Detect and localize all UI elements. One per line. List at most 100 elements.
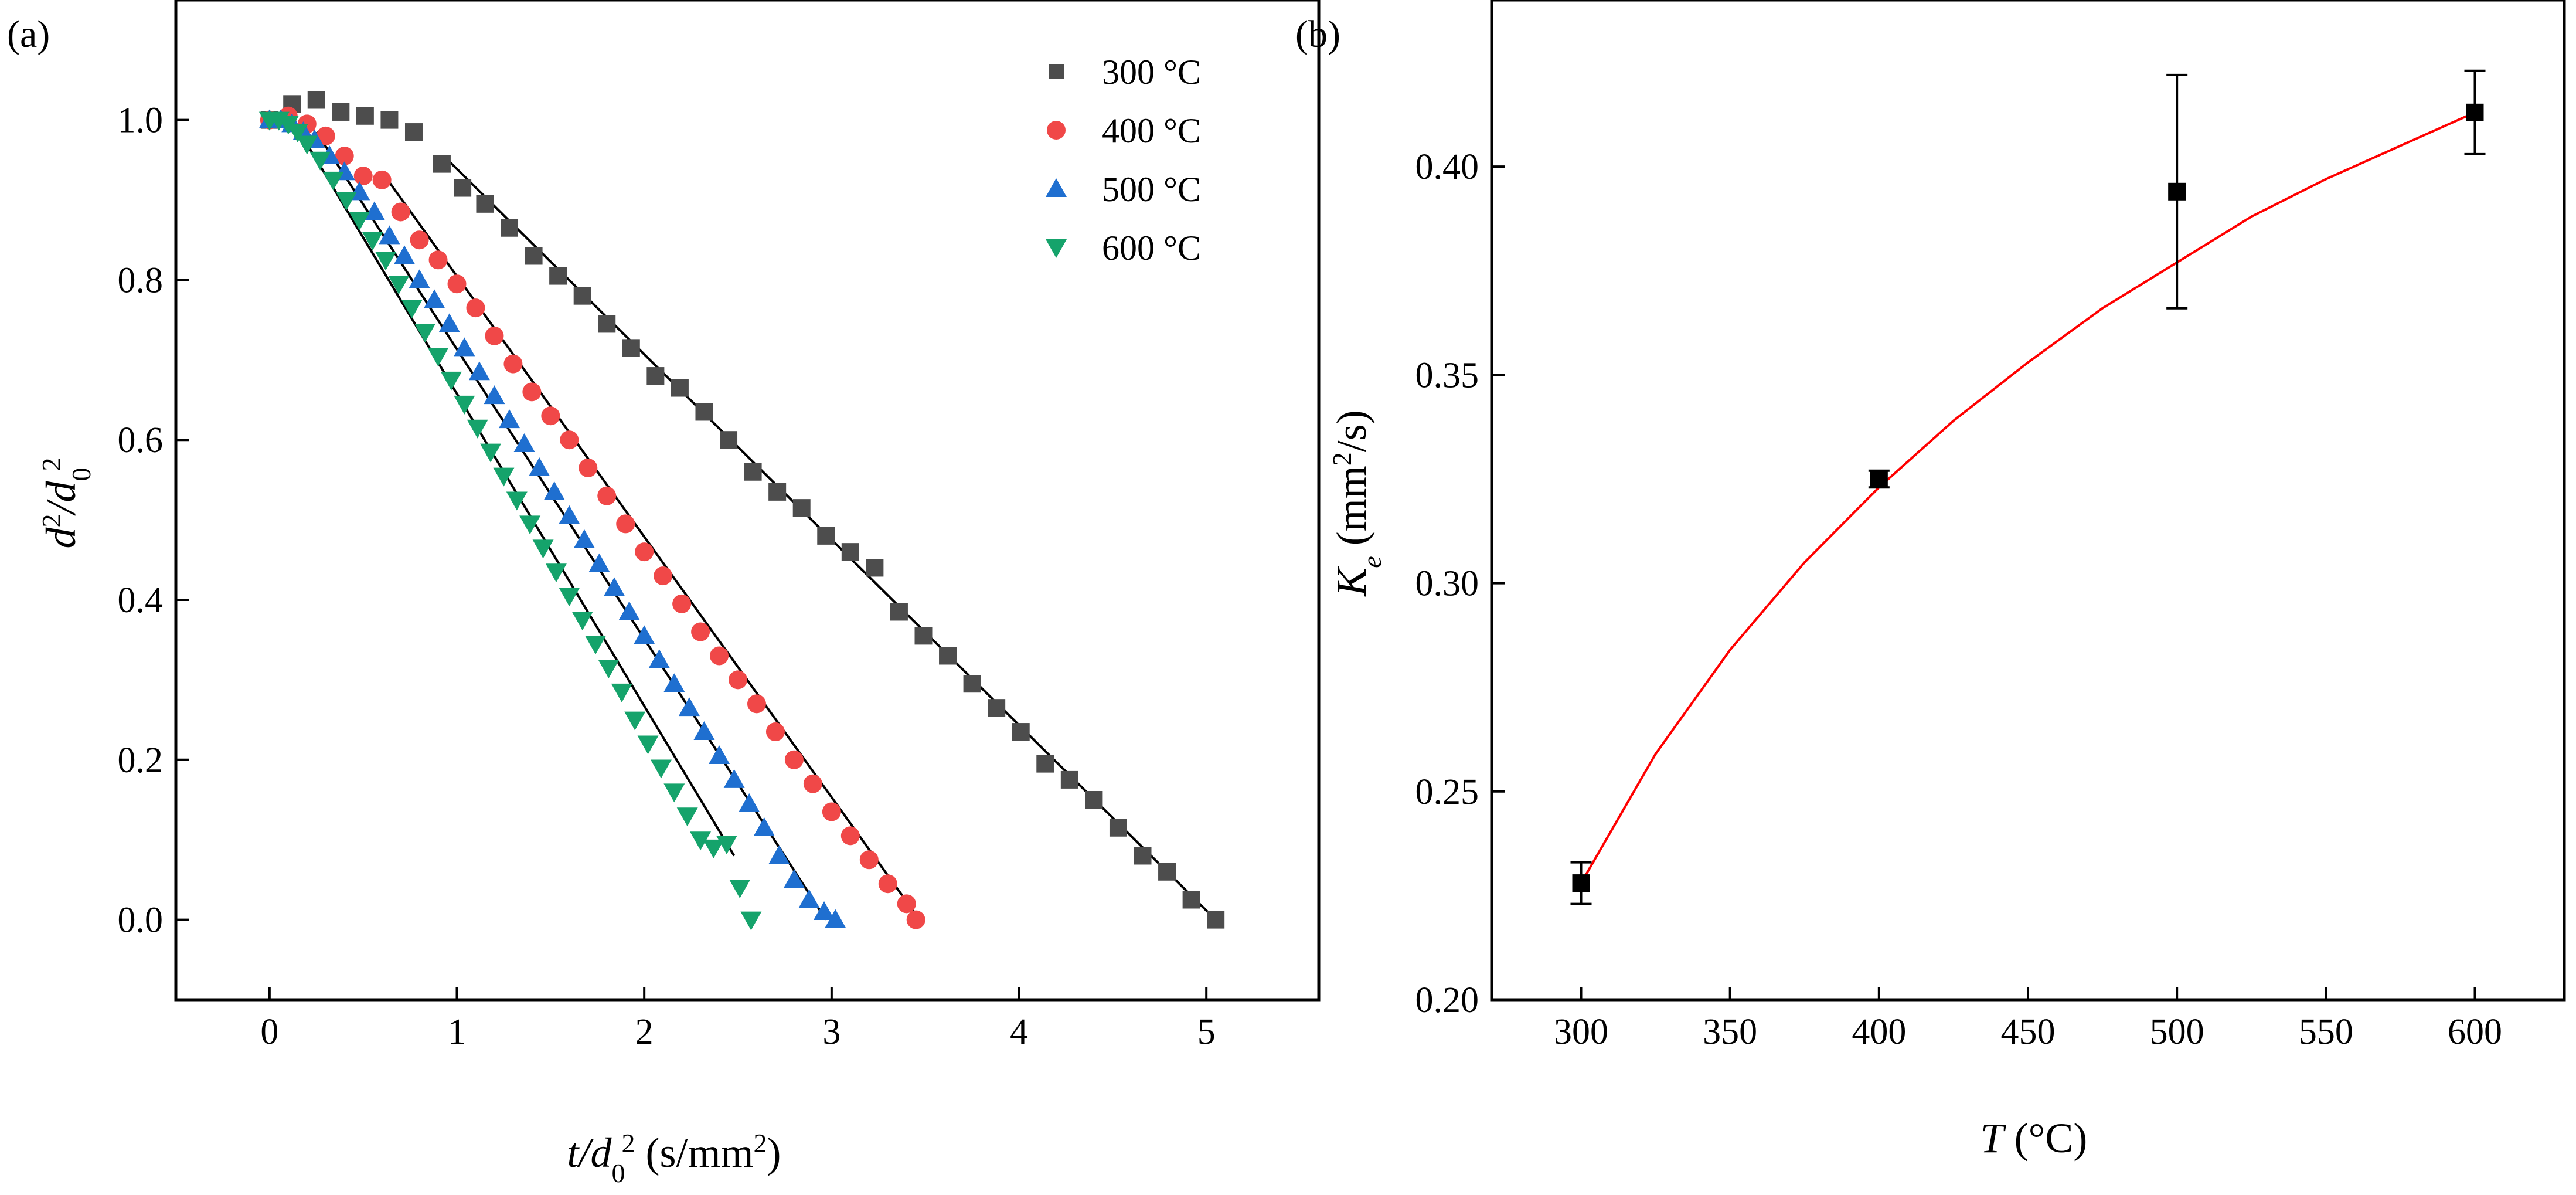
ke-units-sup: 2 bbox=[1327, 452, 1357, 466]
data-point-circle bbox=[316, 126, 335, 145]
y-tick-label: 0.0 bbox=[118, 901, 164, 941]
data-point-circle bbox=[466, 298, 485, 318]
panel-a-x-axis-title: t/d02 (s/mm2) bbox=[567, 1128, 781, 1188]
data-point-triangle-down bbox=[287, 124, 308, 143]
data-point-square bbox=[939, 647, 957, 665]
data-point-square bbox=[1109, 819, 1127, 837]
panel-a-ticks: 0 1 2 3 4 5 0.0 0.2 0.4 0.6 0.8 1.0 bbox=[118, 101, 1216, 1052]
panel-b-x-axis-title: T (°C) bbox=[1981, 1115, 2088, 1162]
data-point-circle bbox=[522, 382, 542, 402]
data-point-triangle-down bbox=[454, 395, 475, 415]
data-point-triangle-down bbox=[545, 563, 567, 583]
data-point-triangle-up bbox=[814, 901, 835, 920]
legend-item-400: 400 °C bbox=[1047, 111, 1201, 150]
data-point-square bbox=[454, 179, 472, 197]
data-point-square bbox=[695, 403, 713, 421]
data-point-triangle-down bbox=[414, 324, 436, 343]
data-point-triangle-down bbox=[676, 807, 698, 827]
panel-b-fit-curve bbox=[1580, 111, 2476, 884]
data-point-triangle-up bbox=[753, 817, 775, 836]
data-point-square bbox=[1182, 891, 1200, 909]
data-point-triangle-down bbox=[637, 735, 659, 755]
legend-label-500: 500 °C bbox=[1102, 170, 1201, 209]
data-point-triangle-up bbox=[513, 433, 535, 453]
data-point-triangle-down bbox=[559, 588, 580, 607]
data-point-triangle-down bbox=[467, 419, 488, 439]
data-point-square bbox=[525, 247, 543, 265]
data-point-triangle-down bbox=[480, 443, 502, 463]
x-title-units-close: ) bbox=[767, 1129, 781, 1176]
data-point-triangle-down bbox=[598, 659, 620, 678]
data-point-triangle-up bbox=[693, 721, 715, 741]
data-point-triangle-up bbox=[559, 505, 580, 524]
data-point-triangle-up bbox=[648, 649, 670, 668]
data-point-triangle-up bbox=[363, 201, 385, 220]
data-point-triangle-down bbox=[375, 252, 397, 271]
data-point-circle bbox=[729, 670, 748, 690]
data-point-triangle-down bbox=[611, 683, 632, 702]
panel-b: (b) 300 350 400 450 500 550 600 0.20 0.25 0.30 0.3… bbox=[1295, 0, 2566, 1162]
data-point-square bbox=[1207, 911, 1225, 929]
data-point-triangle-down bbox=[440, 371, 462, 391]
data-point-triangle-up bbox=[783, 869, 805, 888]
data-point-square bbox=[404, 123, 423, 141]
y-title-sup1: 2 bbox=[36, 514, 66, 528]
data-point-circle bbox=[803, 774, 822, 793]
panel-b-frame bbox=[1490, 0, 2566, 1002]
data-point-triangle-up bbox=[604, 577, 625, 596]
data-point-triangle-down bbox=[571, 612, 593, 631]
data-point-triangle-up bbox=[499, 409, 520, 429]
data-point-square bbox=[768, 483, 787, 501]
data-point-triangle-up bbox=[409, 269, 430, 288]
data-point-triangle-up bbox=[573, 529, 595, 548]
y-tick-label: 0.6 bbox=[118, 420, 164, 460]
data-point-triangle-down bbox=[493, 467, 515, 487]
data-point-triangle-up bbox=[424, 289, 445, 308]
data-point-square bbox=[622, 339, 640, 357]
data-point-circle bbox=[372, 170, 392, 189]
data-point-circle bbox=[579, 458, 598, 477]
x-title-sub: 0 bbox=[612, 1158, 625, 1188]
data-point-triangle-up bbox=[484, 385, 505, 405]
data-point-triangle-down bbox=[519, 515, 541, 535]
panel-b-points bbox=[1570, 69, 2486, 905]
data-point-triangle-down bbox=[585, 636, 607, 655]
data-point-square bbox=[988, 699, 1006, 717]
x-title-units-open: (s/mm bbox=[635, 1129, 754, 1176]
legend-label-300: 300 °C bbox=[1102, 53, 1201, 91]
panel-a-frame bbox=[174, 0, 1321, 1002]
data-point-square bbox=[720, 431, 738, 449]
data-point-square bbox=[380, 111, 399, 129]
panel-a-points bbox=[258, 91, 1225, 931]
data-point-square bbox=[792, 499, 811, 517]
data-point-circle bbox=[672, 594, 692, 613]
data-point-triangle-down bbox=[506, 491, 528, 511]
data-point-square bbox=[2466, 103, 2484, 121]
panel-b-label: (b) bbox=[1295, 13, 1340, 56]
x-title-units-sup: 2 bbox=[754, 1128, 767, 1158]
data-point-triangle-down bbox=[690, 831, 712, 851]
data-point-triangle-down bbox=[388, 276, 410, 295]
data-point-square bbox=[1134, 847, 1152, 865]
y-tick-label: 0.4 bbox=[118, 580, 164, 620]
y-tick-label: 0.35 bbox=[1415, 355, 1479, 395]
data-point-square bbox=[1012, 723, 1030, 741]
data-point-triangle-down bbox=[716, 836, 737, 855]
x-tick-label: 500 bbox=[2150, 1012, 2204, 1052]
x-tick-label: 4 bbox=[1010, 1012, 1028, 1052]
x-tick-label: 600 bbox=[2448, 1012, 2502, 1052]
ke-units-open: (mm bbox=[1328, 466, 1375, 556]
data-point-circle bbox=[616, 514, 635, 534]
x-tick-label: 3 bbox=[822, 1012, 840, 1052]
y-title-sup2: 2 bbox=[36, 457, 66, 471]
panel-b-ticks: 300 350 400 450 500 550 600 0.20 0.25 0.30 0.35 0.4… bbox=[1415, 147, 2503, 1052]
legend-label-400: 400 °C bbox=[1102, 111, 1201, 150]
data-point-circle bbox=[878, 874, 897, 894]
data-point-triangle-up bbox=[618, 601, 640, 620]
data-point-triangle-down bbox=[650, 759, 672, 779]
y-tick-label: 0.8 bbox=[118, 260, 164, 300]
data-point-circle bbox=[353, 167, 373, 186]
data-point-square bbox=[476, 195, 494, 213]
x-tick-label: 450 bbox=[2001, 1012, 2056, 1052]
